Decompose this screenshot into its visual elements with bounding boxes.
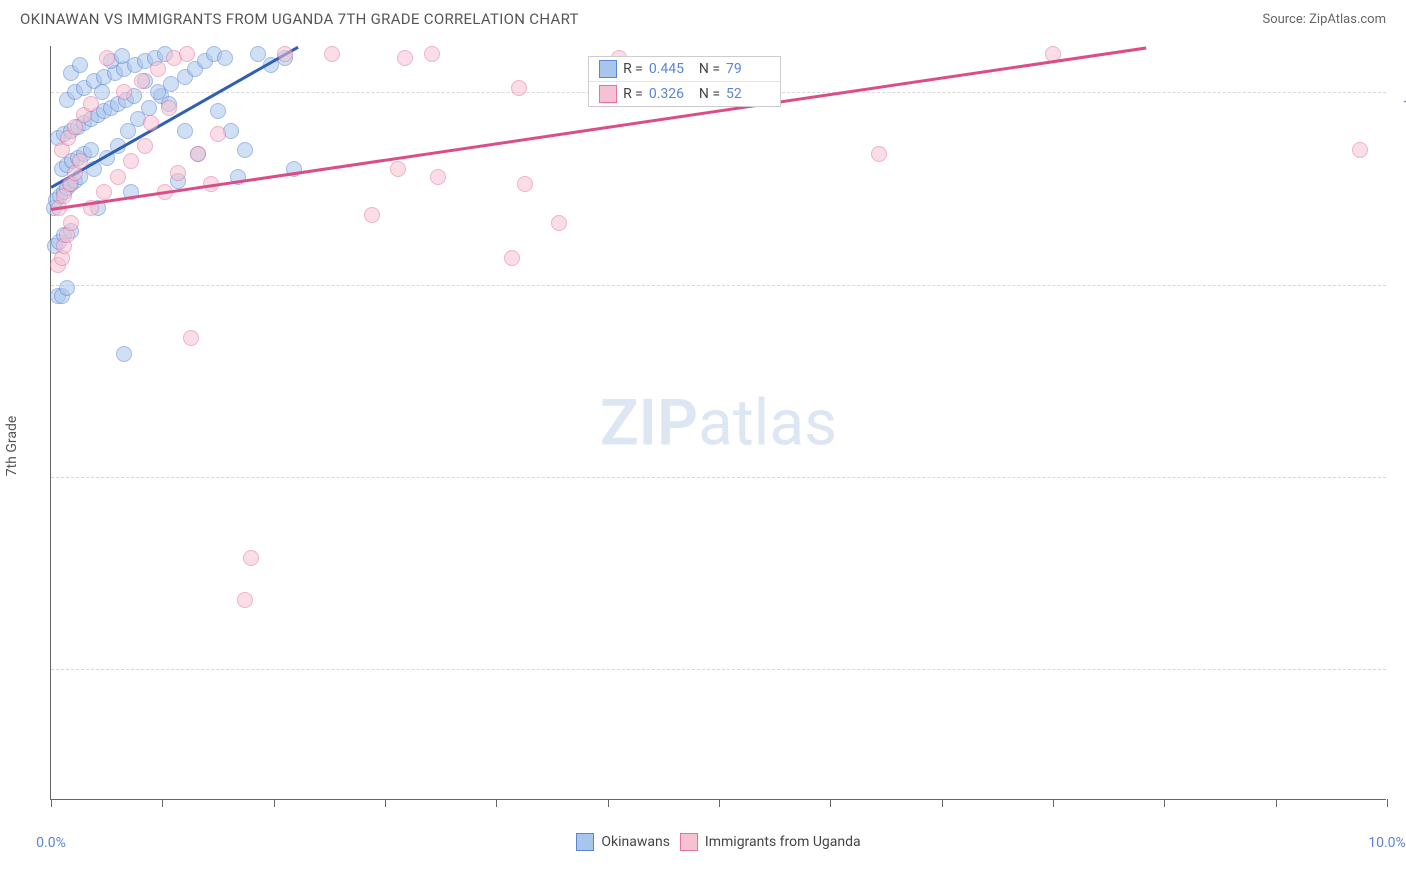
x-tick — [1053, 799, 1054, 807]
y-tick-label: 90.0% — [1392, 483, 1406, 499]
legend-n-value: 79 — [726, 61, 770, 77]
legend-r-value: 0.326 — [649, 86, 693, 102]
scatter-point-uganda — [511, 80, 527, 96]
scatter-point-uganda — [161, 100, 177, 116]
y-axis-label: 7th Grade — [4, 416, 20, 477]
scatter-point-uganda — [210, 126, 226, 142]
y-tick-label: 100.0% — [1392, 98, 1406, 114]
scatter-point-uganda — [277, 46, 293, 62]
scatter-point-uganda — [1352, 142, 1368, 158]
legend-n-label: N = — [699, 61, 720, 77]
legend-swatch-okinawans — [576, 833, 594, 851]
x-tick — [608, 799, 609, 807]
scatter-point-uganda — [183, 330, 199, 346]
scatter-point-uganda — [72, 153, 88, 169]
legend-n-value: 52 — [726, 86, 770, 102]
legend-stats-row-okinawans: R = 0.445 N = 79 — [589, 57, 780, 82]
source-attribution: Source: ZipAtlas.com — [1262, 12, 1386, 27]
scatter-plot-area: ZIPatlas 85.0%90.0%95.0%100.0%0.0%10.0%R… — [50, 46, 1386, 800]
legend-swatch-okinawans — [599, 60, 617, 78]
legend-n-label: N = — [699, 86, 720, 102]
scatter-point-uganda — [170, 165, 186, 181]
scatter-point-okinawans — [72, 57, 88, 73]
x-tick — [1276, 799, 1277, 807]
scatter-point-okinawans — [116, 346, 132, 362]
source-label: Source: — [1262, 12, 1309, 27]
scatter-point-okinawans — [210, 103, 226, 119]
y-tick-label: 95.0% — [1392, 291, 1406, 307]
scatter-point-uganda — [83, 96, 99, 112]
watermark: ZIPatlas — [600, 385, 837, 460]
scatter-point-uganda — [99, 50, 115, 66]
scatter-point-uganda — [150, 61, 166, 77]
scatter-point-okinawans — [217, 50, 233, 66]
grid-line — [51, 285, 1386, 286]
legend-series-item-uganda: Immigrants from Uganda — [680, 833, 861, 851]
scatter-point-uganda — [179, 46, 195, 62]
scatter-point-uganda — [63, 215, 79, 231]
x-tick — [385, 799, 386, 807]
legend-stats-row-uganda: R = 0.326 N = 52 — [589, 82, 780, 106]
scatter-point-uganda — [243, 550, 259, 566]
scatter-point-uganda — [424, 46, 440, 62]
legend-stats: R = 0.445 N = 79 R = 0.326 N = 52 — [588, 56, 781, 107]
scatter-point-okinawans — [237, 142, 253, 158]
x-tick — [274, 799, 275, 807]
scatter-point-uganda — [504, 250, 520, 266]
scatter-point-uganda — [364, 207, 380, 223]
scatter-point-uganda — [324, 46, 340, 62]
scatter-point-uganda — [143, 115, 159, 131]
scatter-point-uganda — [110, 169, 126, 185]
legend-series-label: Immigrants from Uganda — [705, 834, 861, 850]
scatter-point-uganda — [137, 138, 153, 154]
scatter-point-okinawans — [177, 123, 193, 139]
scatter-point-okinawans — [141, 100, 157, 116]
scatter-point-uganda — [430, 169, 446, 185]
x-tick — [1164, 799, 1165, 807]
watermark-rest: atlas — [698, 385, 837, 460]
x-tick — [1387, 799, 1388, 807]
scatter-point-okinawans — [114, 48, 130, 64]
legend-swatch-uganda — [599, 85, 617, 103]
scatter-point-uganda — [237, 592, 253, 608]
y-tick-label: 85.0% — [1392, 675, 1406, 691]
scatter-point-uganda — [551, 215, 567, 231]
chart-title: OKINAWAN VS IMMIGRANTS FROM UGANDA 7TH G… — [20, 10, 579, 28]
x-tick — [719, 799, 720, 807]
legend-r-label: R = — [623, 86, 643, 102]
grid-line — [51, 477, 1386, 478]
scatter-point-uganda — [190, 146, 206, 162]
legend-swatch-uganda — [680, 833, 698, 851]
watermark-bold: ZIP — [600, 385, 698, 460]
scatter-point-uganda — [96, 184, 112, 200]
grid-line — [51, 669, 1386, 670]
scatter-point-uganda — [123, 153, 139, 169]
x-tick — [830, 799, 831, 807]
legend-r-value: 0.445 — [649, 61, 693, 77]
legend-series-item-okinawans: Okinawans — [576, 833, 670, 851]
scatter-point-uganda — [397, 50, 413, 66]
scatter-point-uganda — [116, 84, 132, 100]
scatter-point-uganda — [517, 176, 533, 192]
scatter-point-uganda — [871, 146, 887, 162]
scatter-point-uganda — [134, 73, 150, 89]
x-tick — [942, 799, 943, 807]
source-value: ZipAtlas.com — [1309, 12, 1386, 27]
legend-series: Okinawans Immigrants from Uganda — [51, 833, 1386, 851]
x-tick — [51, 799, 52, 807]
scatter-point-uganda — [390, 161, 406, 177]
legend-series-label: Okinawans — [601, 834, 670, 850]
x-tick — [162, 799, 163, 807]
scatter-point-okinawans — [59, 280, 75, 296]
legend-r-label: R = — [623, 61, 643, 77]
x-tick — [496, 799, 497, 807]
scatter-point-okinawans — [250, 46, 266, 62]
chart-header: OKINAWAN VS IMMIGRANTS FROM UGANDA 7TH G… — [0, 0, 1406, 32]
